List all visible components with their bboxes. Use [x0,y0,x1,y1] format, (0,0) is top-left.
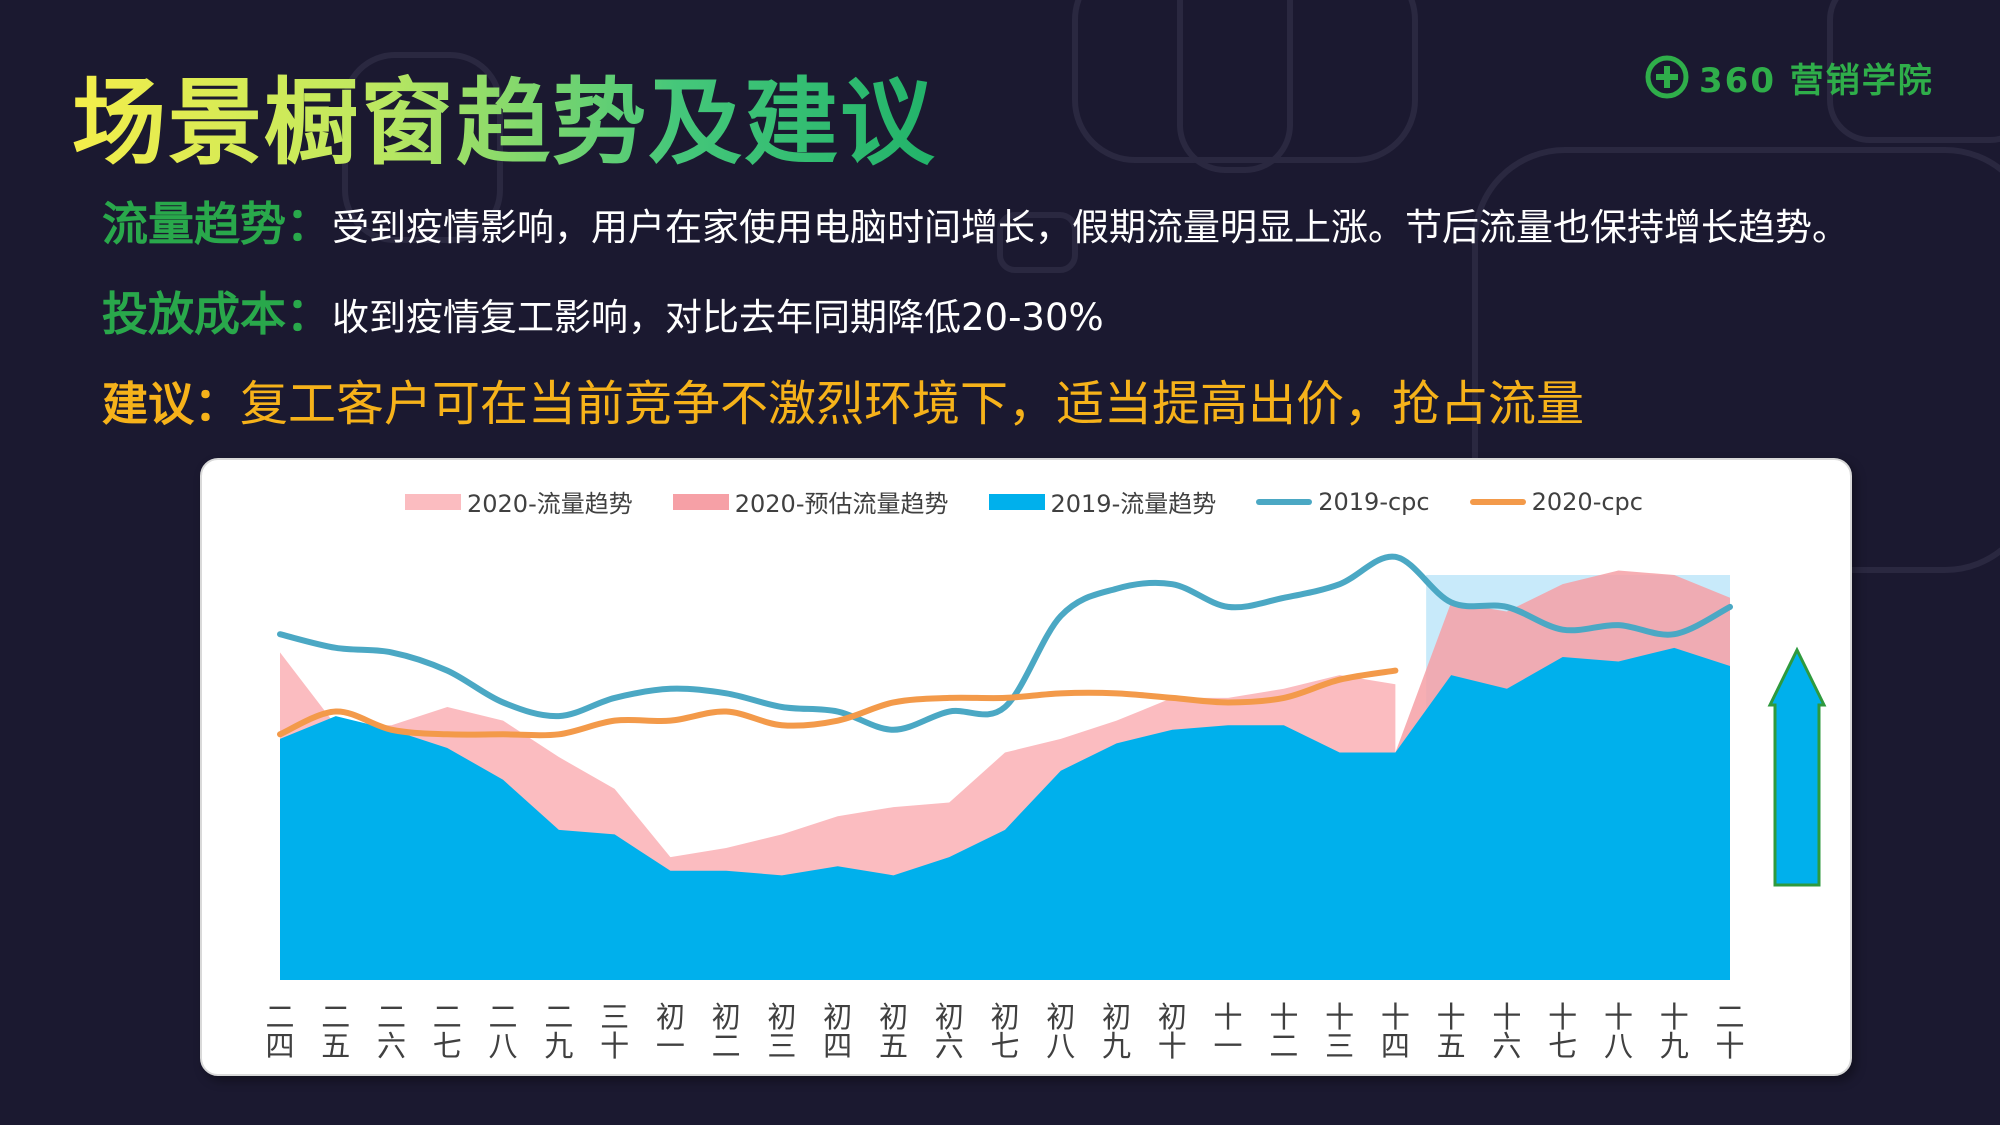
x-tick-label: 十七 [1548,1000,1578,1063]
x-tick-label: 二四 [265,1000,295,1063]
legend-item-2019-cpc: 2019-cpc [1256,487,1430,516]
x-tick-label: 初八 [1046,1000,1076,1063]
x-tick-label: 初五 [878,1000,908,1063]
legend-swatch-2020-traffic [405,493,461,510]
x-tick-label: 初四 [823,1000,853,1063]
traffic-trend-key: 流量趋势： [102,197,332,251]
logo: 360 营销学院 [1645,52,1934,102]
x-tick-label: 二六 [377,1000,407,1063]
traffic-trend-line: 流量趋势： 受到疫情影响，用户在家使用电脑时间增长，假期流量明显上涨。节后流量也… [102,188,1849,254]
x-tick-label: 二八 [488,1000,518,1063]
x-tick-label: 十二 [1269,1000,1299,1063]
legend-item-2020-traffic: 2020-流量趋势 [405,484,633,519]
x-tick-label: 初二 [711,1000,741,1063]
legend-item-2019-traffic: 2019-流量趋势 [988,484,1217,519]
x-tick-label: 二十 [1715,1000,1745,1063]
legend-label: 2020-流量趋势 [467,490,633,518]
cost-text: 收到疫情复工影响，对比去年同期降低20-30% [332,296,1104,339]
legend-label: 2019-流量趋势 [1050,490,1217,518]
x-tick-label: 三十 [600,1000,630,1063]
legend-item-2020-forecast: 2020-预估流量趋势 [672,484,949,519]
chart-legend: 2020-流量趋势 2020-预估流量趋势 2019-流量趋势 2019-cpc… [200,484,1848,519]
advice-text: 复工客户可在当前竞争不激烈环境下，适当提高出价，抢占流量 [240,376,1585,432]
legend-line-2019-cpc [1256,498,1313,505]
legend-swatch-2019-traffic [988,493,1045,510]
x-tick-label: 二九 [544,1000,574,1063]
x-tick-label: 十六 [1492,1000,1522,1063]
x-tick-label: 十四 [1380,1000,1410,1063]
legend-swatch-2020-forecast [672,493,729,510]
cost-line: 投放成本： 收到疫情复工影响，对比去年同期降低20-30% [102,278,1104,344]
legend-item-2020-cpc: 2020-cpc [1469,487,1643,516]
advice-key: 建议： [102,377,240,431]
x-tick-label: 初六 [934,1000,964,1063]
traffic-trend-text: 受到疫情影响，用户在家使用电脑时间增长，假期流量明显上涨。节后流量也保持增长趋势… [332,206,1849,249]
legend-label: 2020-预估流量趋势 [734,490,949,518]
x-tick-label: 十一 [1213,1000,1243,1063]
cost-key: 投放成本： [102,287,332,341]
x-tick-label: 二七 [432,1000,462,1063]
legend-label: 2020-cpc [1531,487,1643,516]
legend-label: 2019-cpc [1318,487,1430,516]
x-tick-label: 初七 [990,1000,1020,1063]
x-tick-label: 十五 [1436,1000,1466,1063]
plus-circle-icon [1645,55,1689,99]
x-tick-label: 十三 [1325,1000,1355,1063]
x-tick-label: 初十 [1157,1000,1187,1063]
page-title: 场景橱窗趋势及建议 [72,69,937,178]
legend-line-2020-cpc [1469,498,1526,505]
x-tick-label: 初三 [767,1000,797,1063]
x-tick-label: 初九 [1102,1000,1132,1063]
x-tick-label: 二五 [321,1000,351,1063]
line-2020-cpc [277,667,1399,739]
line-2019-cpc [277,553,1733,733]
advice-line: 建议： 复工客户可在当前竞争不激烈环境下，适当提高出价，抢占流量 [102,364,1584,434]
x-tick-label: 十九 [1659,1000,1689,1063]
x-tick-label: 十八 [1603,1000,1633,1063]
up-arrow-icon [1767,646,1827,887]
x-tick-label: 初一 [655,1000,685,1063]
logo-text: 360 营销学院 [1699,60,1934,101]
area-2019-traffic [280,647,1730,980]
